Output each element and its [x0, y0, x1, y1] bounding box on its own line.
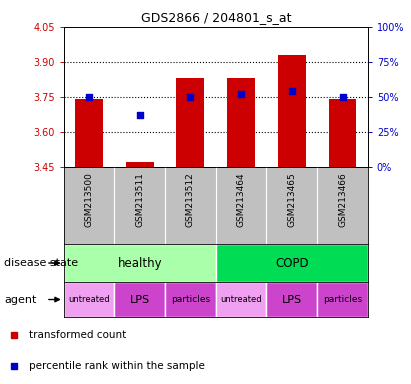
Text: particles: particles	[171, 295, 210, 304]
Bar	[328, 99, 356, 167]
Point	[238, 91, 245, 97]
Text: GSM213500: GSM213500	[85, 172, 94, 227]
Bar	[114, 282, 165, 317]
Bar	[278, 55, 306, 167]
Bar	[165, 282, 216, 317]
Text: transformed count: transformed count	[29, 329, 126, 339]
Text: GSM213464: GSM213464	[237, 172, 246, 227]
Text: GSM213511: GSM213511	[135, 172, 144, 227]
Text: GSM213466: GSM213466	[338, 172, 347, 227]
Text: agent: agent	[4, 295, 37, 305]
Text: LPS: LPS	[282, 295, 302, 305]
Bar	[126, 162, 154, 167]
Bar	[227, 78, 255, 167]
Point	[339, 94, 346, 100]
Bar	[176, 78, 204, 167]
Text: GSM213465: GSM213465	[287, 172, 296, 227]
Bar	[216, 282, 266, 317]
Point	[136, 112, 143, 118]
Text: untreated: untreated	[68, 295, 110, 304]
Text: GSM213512: GSM213512	[186, 172, 195, 227]
Bar	[64, 282, 114, 317]
Text: healthy: healthy	[118, 257, 162, 270]
Bar	[216, 244, 368, 282]
Bar	[317, 282, 368, 317]
Title: GDS2866 / 204801_s_at: GDS2866 / 204801_s_at	[141, 11, 291, 24]
Bar	[64, 244, 216, 282]
Bar	[75, 99, 103, 167]
Bar	[266, 282, 317, 317]
Text: disease state: disease state	[4, 258, 78, 268]
Text: percentile rank within the sample: percentile rank within the sample	[29, 361, 205, 371]
Point	[289, 88, 295, 94]
Point	[86, 94, 92, 100]
Text: untreated: untreated	[220, 295, 262, 304]
Text: particles: particles	[323, 295, 362, 304]
Text: LPS: LPS	[130, 295, 150, 305]
Text: COPD: COPD	[275, 257, 309, 270]
Point	[187, 94, 194, 100]
